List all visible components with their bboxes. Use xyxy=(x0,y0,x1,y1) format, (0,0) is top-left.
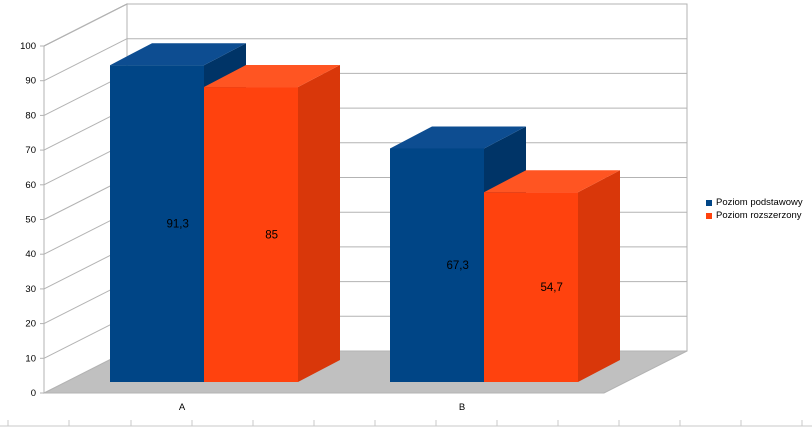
y-tick-label-3: 30 xyxy=(25,284,36,295)
bar-front-A-1 xyxy=(204,87,298,383)
y-tick-label-7: 70 xyxy=(25,145,36,156)
bar-side-B-1 xyxy=(578,170,620,382)
bar-top-A-0 xyxy=(110,43,246,66)
legend-swatch-0 xyxy=(706,199,712,206)
y-tick-label-2: 20 xyxy=(25,319,36,330)
legend-item-series-1: Poziom rozszerzony xyxy=(706,209,803,222)
bar-front-A-0 xyxy=(110,65,204,383)
x-tick-label-B: B xyxy=(459,402,465,413)
bar-top-A-1 xyxy=(204,65,340,88)
bar-top-B-1 xyxy=(484,170,620,193)
y-tick-label-5: 50 xyxy=(25,215,36,226)
y-axis-ticks: 0 10 20 30 40 50 60 70 80 90 100 xyxy=(20,41,44,399)
data-label-A-0: 91,3 xyxy=(166,219,188,231)
y-tick-label-9: 90 xyxy=(25,76,36,87)
bars xyxy=(110,43,620,383)
y-tick-label-6: 60 xyxy=(25,180,36,191)
bar-side-A-1 xyxy=(298,65,340,383)
legend-swatch-1 xyxy=(706,212,712,219)
data-label-A-1: 85 xyxy=(265,230,278,242)
bar-front-B-0 xyxy=(390,148,484,382)
legend-item-series-0: Poziom podstawowy xyxy=(706,196,803,209)
legend: Poziom podstawowy Poziom rozszerzony xyxy=(706,196,803,222)
bar-B-series-1 xyxy=(484,170,620,382)
gridline-side-9 xyxy=(43,38,128,82)
gridline-side-10 xyxy=(43,3,128,47)
y-tick-label-0: 0 xyxy=(31,388,36,399)
bar-front-B-1 xyxy=(484,192,578,382)
bottom-divider xyxy=(0,420,812,427)
y-tick-label-4: 40 xyxy=(25,249,36,260)
bar-A-series-1 xyxy=(204,65,340,383)
data-label-B-1: 54,7 xyxy=(540,282,562,294)
x-tick-label-A: A xyxy=(179,402,186,413)
data-labels: 91,3 85 67,3 54,7 xyxy=(166,219,562,295)
legend-label-0: Poziom podstawowy xyxy=(716,197,803,208)
bar-top-B-0 xyxy=(390,126,526,149)
data-label-B-0: 67,3 xyxy=(446,260,468,272)
y-tick-label-1: 10 xyxy=(25,353,36,364)
y-tick-label-10: 100 xyxy=(20,41,36,52)
y-tick-label-8: 80 xyxy=(25,110,36,121)
legend-label-1: Poziom rozszerzony xyxy=(716,210,802,221)
